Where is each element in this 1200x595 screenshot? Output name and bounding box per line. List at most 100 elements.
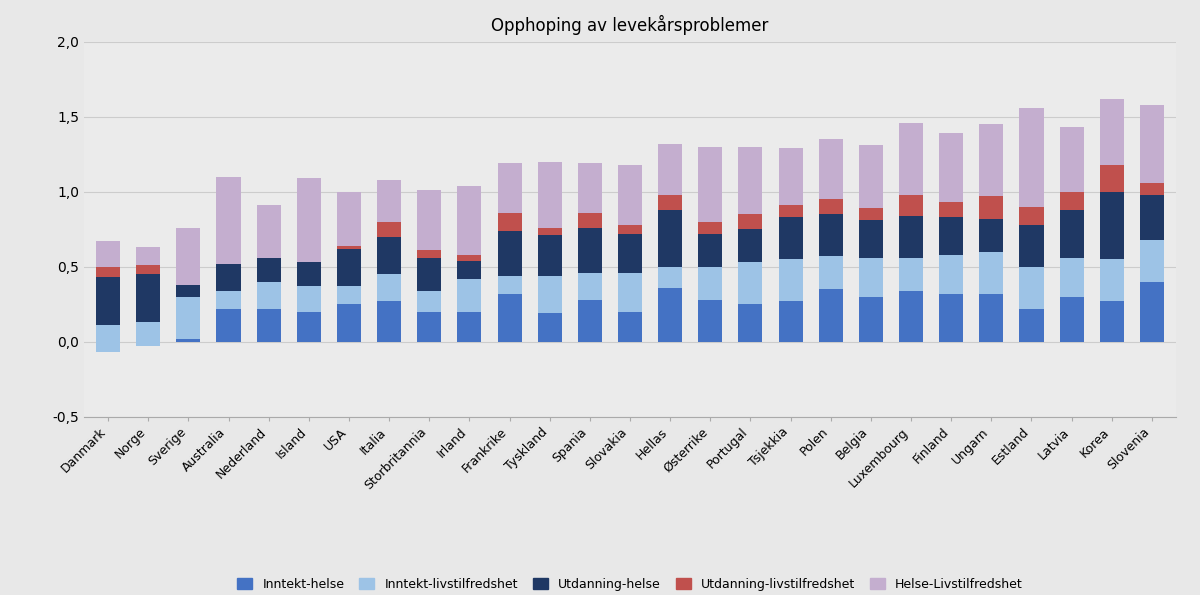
Bar xyxy=(779,217,803,259)
Bar xyxy=(1020,309,1044,342)
Bar xyxy=(176,281,200,296)
Bar xyxy=(738,262,762,304)
Bar xyxy=(136,342,161,346)
Bar xyxy=(779,205,803,217)
Bar xyxy=(337,249,361,286)
Bar xyxy=(578,212,602,227)
Bar xyxy=(618,273,642,312)
Bar xyxy=(1099,165,1124,192)
Bar xyxy=(457,186,481,255)
Bar xyxy=(940,133,964,202)
Bar xyxy=(538,235,562,275)
Bar xyxy=(979,124,1003,196)
Bar xyxy=(1099,192,1124,259)
Bar xyxy=(578,163,602,212)
Bar xyxy=(457,255,481,261)
Bar xyxy=(940,202,964,217)
Bar xyxy=(738,304,762,342)
Bar xyxy=(1140,240,1164,281)
Bar xyxy=(1140,105,1164,183)
Bar xyxy=(1060,258,1084,296)
Bar xyxy=(859,145,883,208)
Bar xyxy=(457,261,481,278)
Bar xyxy=(698,221,722,234)
Bar xyxy=(979,293,1003,342)
Bar xyxy=(1020,108,1044,206)
Bar xyxy=(136,274,161,322)
Bar xyxy=(257,258,281,281)
Bar xyxy=(979,196,1003,218)
Bar xyxy=(618,312,642,342)
Bar xyxy=(979,252,1003,293)
Bar xyxy=(818,199,842,214)
Bar xyxy=(337,286,361,304)
Bar xyxy=(418,312,442,342)
Bar xyxy=(498,163,522,212)
Bar xyxy=(337,246,361,249)
Bar xyxy=(136,265,161,274)
Bar xyxy=(498,231,522,275)
Bar xyxy=(1060,209,1084,258)
Bar xyxy=(337,192,361,246)
Bar xyxy=(216,309,240,342)
Bar xyxy=(658,143,682,195)
Bar xyxy=(377,237,401,274)
Bar xyxy=(899,195,923,215)
Bar xyxy=(498,212,522,231)
Bar xyxy=(859,258,883,296)
Bar xyxy=(216,258,240,290)
Bar xyxy=(899,290,923,342)
Bar xyxy=(337,304,361,342)
Bar xyxy=(257,309,281,342)
Bar xyxy=(538,162,562,227)
Bar xyxy=(658,195,682,209)
Bar xyxy=(859,220,883,258)
Bar xyxy=(498,275,522,293)
Bar xyxy=(296,178,320,262)
Bar xyxy=(738,146,762,214)
Bar xyxy=(738,229,762,262)
Bar xyxy=(578,273,602,299)
Bar xyxy=(216,290,240,309)
Bar xyxy=(176,281,200,284)
Bar xyxy=(1099,259,1124,301)
Bar xyxy=(136,247,161,265)
Bar xyxy=(498,293,522,342)
Bar xyxy=(418,258,442,290)
Bar xyxy=(1020,224,1044,267)
Bar xyxy=(1060,127,1084,192)
Bar xyxy=(818,289,842,342)
Bar xyxy=(658,209,682,267)
Bar xyxy=(176,296,200,339)
Bar xyxy=(377,301,401,342)
Bar xyxy=(859,296,883,342)
Bar xyxy=(216,177,240,264)
Bar xyxy=(418,190,442,250)
Bar xyxy=(538,275,562,313)
Bar xyxy=(818,139,842,199)
Bar xyxy=(779,148,803,205)
Bar xyxy=(136,322,161,346)
Bar xyxy=(698,267,722,299)
Bar xyxy=(940,255,964,293)
Bar xyxy=(859,208,883,220)
Bar xyxy=(1020,267,1044,309)
Legend: Inntekt-helse, Inntekt-livstilfredshet, Utdanning-helse, Utdanning-livstilfredsh: Inntekt-helse, Inntekt-livstilfredshet, … xyxy=(233,573,1027,595)
Bar xyxy=(698,234,722,267)
Bar xyxy=(899,215,923,258)
Bar xyxy=(1099,99,1124,165)
Bar xyxy=(818,256,842,289)
Bar xyxy=(1140,183,1164,195)
Bar xyxy=(96,325,120,352)
Bar xyxy=(257,205,281,258)
Bar xyxy=(1020,206,1044,224)
Bar xyxy=(1060,192,1084,209)
Bar xyxy=(377,180,401,221)
Bar xyxy=(176,227,200,284)
Bar xyxy=(538,313,562,342)
Bar xyxy=(1099,301,1124,342)
Bar xyxy=(96,241,120,267)
Bar xyxy=(899,123,923,195)
Bar xyxy=(658,267,682,287)
Bar xyxy=(296,312,320,342)
